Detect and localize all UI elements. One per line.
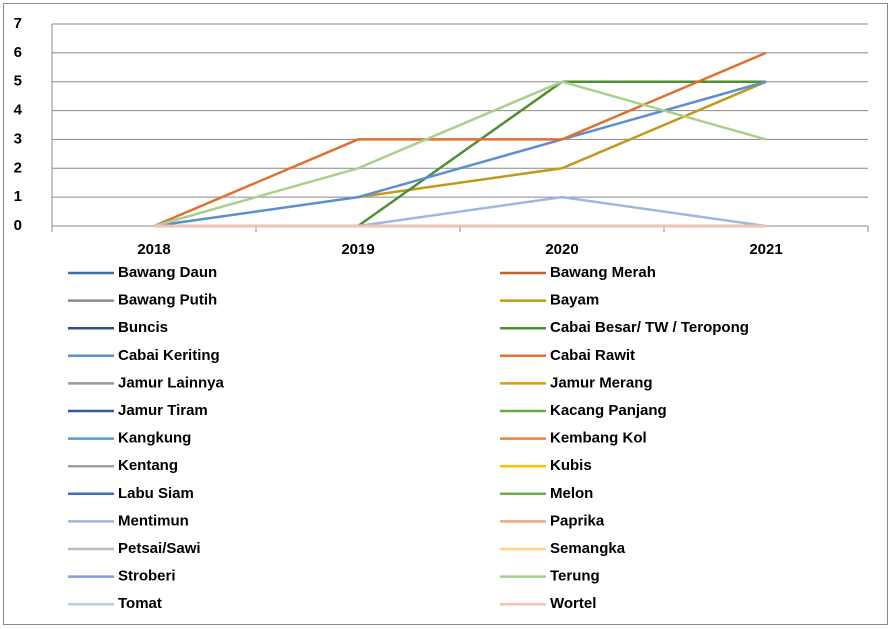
x-tick-label: 2021	[749, 241, 782, 258]
y-tick-label: 0	[14, 217, 22, 234]
x-tick-label: 2018	[137, 241, 170, 258]
legend-label: Labu Siam	[118, 485, 194, 502]
legend-label: Bawang Merah	[550, 264, 656, 281]
series-line	[357, 80, 767, 199]
legend-label: Cabai Besar/ TW / Teropong	[550, 319, 749, 336]
y-tick-label: 6	[14, 44, 22, 61]
series-line	[357, 195, 767, 228]
legend-label: Jamur Lainnya	[118, 374, 225, 391]
legend-label: Melon	[550, 485, 593, 502]
legend-label: Tomat	[118, 595, 162, 612]
legend-label: Kubis	[550, 457, 592, 474]
legend-label: Semangka	[550, 540, 626, 557]
y-tick-label: 1	[14, 188, 22, 205]
legend-label: Cabai Keriting	[118, 347, 220, 364]
x-tick-label: 2020	[545, 241, 578, 258]
legend-label: Mentimun	[118, 512, 189, 529]
legend-label: Wortel	[550, 595, 596, 612]
legend-label: Terung	[550, 568, 600, 585]
legend-label: Stroberi	[118, 568, 176, 585]
legend-label: Paprika	[550, 512, 605, 529]
y-tick-label: 3	[14, 130, 22, 147]
legend-label: Bawang Putih	[118, 292, 217, 309]
legend-label: Kacang Panjang	[550, 402, 667, 419]
legend-label: Kangkung	[118, 430, 191, 447]
legend-label: Jamur Merang	[550, 374, 653, 391]
legend-label: Kembang Kol	[550, 430, 647, 447]
y-tick-label: 7	[14, 15, 22, 32]
series-line	[153, 80, 767, 228]
series-line	[153, 51, 767, 228]
y-tick-label: 4	[14, 102, 23, 119]
legend-label: Jamur Tiram	[118, 402, 208, 419]
y-tick-label: 5	[14, 73, 22, 90]
legend-label: Cabai Rawit	[550, 347, 635, 364]
y-tick-label: 2	[14, 159, 22, 176]
legend-label: Kentang	[118, 457, 178, 474]
legend-label: Bawang Daun	[118, 264, 217, 281]
legend-label: Petsai/Sawi	[118, 540, 201, 557]
legend-label: Buncis	[118, 319, 168, 336]
legend-label: Bayam	[550, 292, 599, 309]
x-tick-label: 2019	[341, 241, 374, 258]
chart-frame	[3, 3, 888, 625]
